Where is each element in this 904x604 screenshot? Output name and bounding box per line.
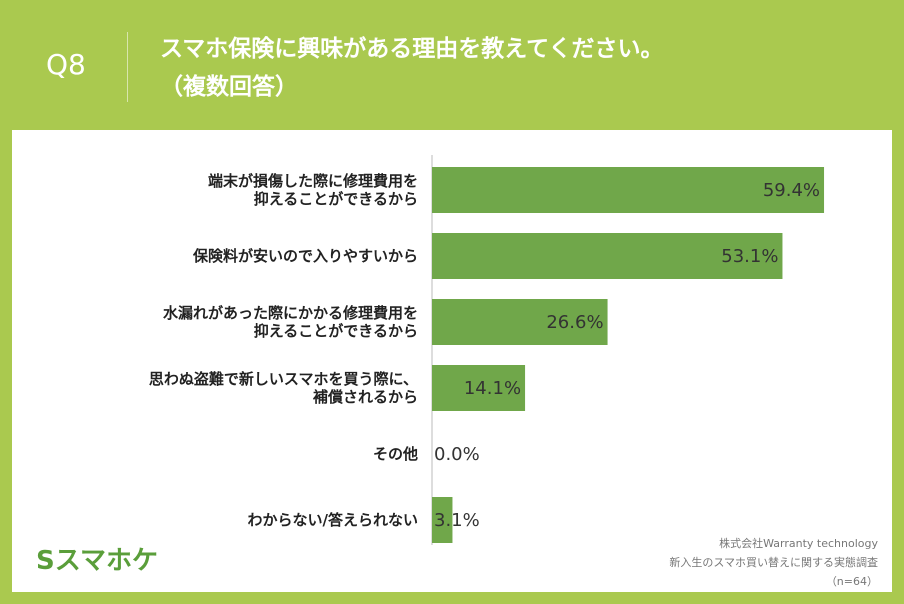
value-label: 14.1% <box>464 378 521 399</box>
value-label: 3.1% <box>434 510 480 531</box>
category-label: 端末が損傷した際に修理費用を 抑えることができるから <box>207 172 418 208</box>
category-label: 水漏れがあった際にかかる修理費用を 抑えることができるから <box>162 304 418 340</box>
category-label: 保険料が安いので入りやすいから <box>192 247 418 265</box>
source-note: （n=64） <box>825 575 878 588</box>
bar <box>432 365 526 411</box>
bar <box>432 167 825 213</box>
value-label: 59.4% <box>763 180 820 201</box>
question-number: Q8 <box>46 48 86 81</box>
chart-title: スマホ保険に興味がある理由を教えてください。 （複数回答） <box>160 36 664 100</box>
value-label: 53.1% <box>721 246 778 267</box>
source-note: 株式会社Warranty technology <box>719 537 878 550</box>
category-label: 思わぬ盗難で新しいスマホを買う際に、 補償されるから <box>148 370 418 406</box>
category-label: わからない/答えられない <box>247 511 418 529</box>
logo: Sスマホケ <box>36 546 158 576</box>
value-label: 0.0% <box>434 444 480 465</box>
bar <box>432 497 453 543</box>
value-label: 26.6% <box>546 312 603 333</box>
source-note: 新入生のスマホ買い替えに関する実態調査 <box>669 556 878 569</box>
bar <box>432 299 608 345</box>
divider <box>127 32 128 102</box>
bar <box>432 233 783 279</box>
category-label: その他 <box>372 445 418 463</box>
